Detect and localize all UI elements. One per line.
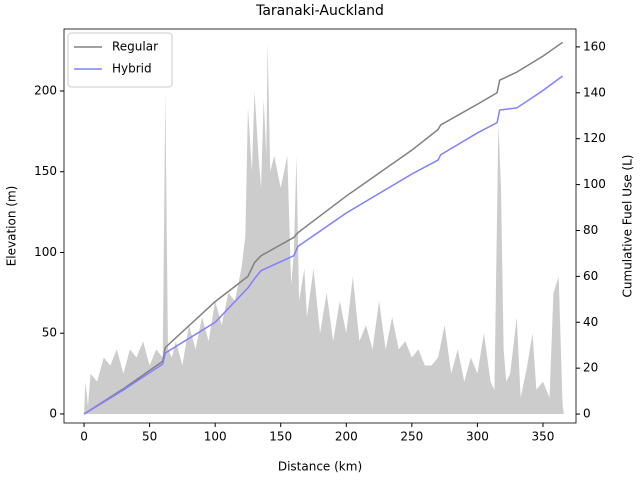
y2-tick-label: 160	[583, 39, 606, 53]
x-tick-label: 100	[204, 430, 227, 444]
x-tick-label: 300	[466, 430, 489, 444]
y2-tick-label: 120	[583, 131, 606, 145]
fuel-line	[83, 41, 564, 415]
plot-frame	[63, 28, 577, 424]
legend-label: Regular	[112, 40, 158, 54]
y2-tick-label: 20	[583, 361, 598, 375]
legend-label: Hybrid	[112, 62, 152, 76]
x-tick-label: 0	[80, 430, 88, 444]
y-tick-label: 200	[34, 84, 57, 98]
fuel-line	[83, 75, 564, 415]
y-tick-label: 100	[34, 245, 57, 259]
x-tick-label: 200	[335, 430, 358, 444]
x-tick-label: 350	[532, 430, 555, 444]
y-tick-label: 150	[34, 164, 57, 178]
chart-title: Taranaki-Auckland	[255, 3, 384, 19]
y-axis-label: Elevation (m)	[5, 186, 19, 267]
x-tick-label: 50	[142, 430, 157, 444]
x-tick-label: 250	[400, 430, 423, 444]
y2-tick-label: 40	[583, 315, 598, 329]
y2-axis-label: Cumulative Fuel Use (L)	[621, 155, 635, 298]
y2-tick-label: 60	[583, 269, 598, 283]
y2-tick-label: 80	[583, 223, 598, 237]
x-axis-label: Distance (km)	[278, 460, 362, 474]
elevation-area	[84, 42, 564, 414]
y2-tick-label: 140	[583, 85, 606, 99]
y-tick-label: 50	[42, 326, 57, 340]
x-tick-label: 150	[269, 430, 292, 444]
y2-tick-label: 100	[583, 177, 606, 191]
y2-tick-label: 0	[583, 407, 591, 421]
y-tick-label: 0	[49, 406, 57, 420]
